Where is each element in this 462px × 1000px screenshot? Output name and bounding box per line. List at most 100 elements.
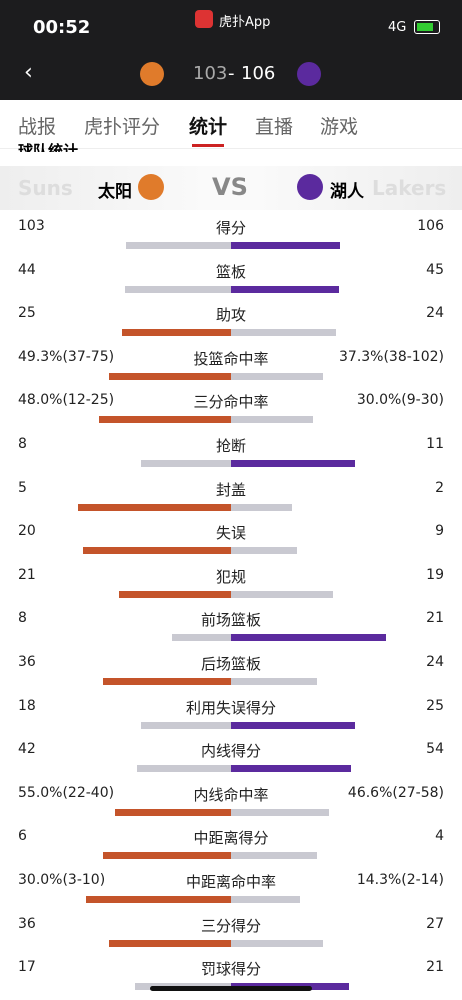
stat-label: 得分 (215, 219, 247, 237)
home-bar (121, 329, 231, 337)
away-value: 30.0%(9-30) (356, 392, 444, 409)
away-value: 19 (426, 566, 444, 583)
home-value: 55.0%(22-40) (18, 784, 115, 801)
home-logo (138, 174, 164, 200)
stat-label: 罚球得分 (200, 960, 262, 979)
away-value: 24 (426, 654, 444, 670)
home-value: 21 (18, 566, 36, 583)
away-value: 25 (426, 697, 444, 714)
home-cn: 太阳 (98, 182, 132, 202)
top-bar: 00:52 虎扑App 4G ‹ 103 - 106 (0, 0, 462, 100)
stat-label: 后场篮板 (200, 655, 262, 673)
away-bar (231, 329, 336, 337)
stat-label: 内线命中率 (193, 785, 269, 804)
away-bar (231, 460, 355, 467)
away-bar (231, 939, 323, 947)
home-bar (78, 503, 231, 511)
home-value: 18 (18, 697, 36, 714)
time: 00:52 (33, 17, 91, 38)
home-en: Suns (18, 176, 73, 200)
home-value: 103 (18, 218, 45, 234)
home-bar (118, 590, 231, 598)
stat-label: 犯规 (215, 567, 247, 586)
home-score: 103 (193, 63, 228, 84)
away-value: 2 (435, 479, 444, 496)
tab[interactable]: 虎扑评分 (84, 116, 161, 138)
tab[interactable]: 直播 (255, 116, 294, 138)
home-value: 36 (18, 654, 36, 670)
home-value: 8 (18, 436, 27, 452)
away-value: 11 (426, 436, 444, 452)
home-bar (102, 852, 231, 860)
network: 4G (388, 20, 407, 35)
away-logo (297, 62, 321, 86)
away-cn: 湖人 (330, 182, 364, 202)
home-logo (140, 62, 164, 86)
stat-label: 三分得分 (200, 916, 262, 935)
section-title: 球队统计 (18, 142, 79, 152)
away-bar (231, 852, 317, 860)
home-value: 6 (18, 828, 27, 845)
home-value: 49.3%(37-75) (18, 348, 115, 365)
home-value: 17 (18, 959, 36, 976)
home-bar (109, 372, 231, 380)
battery (414, 20, 440, 34)
home-bar (99, 416, 231, 424)
away-bar (231, 721, 356, 729)
home-bar (108, 939, 231, 947)
stat-label: 中距离命中率 (185, 873, 277, 891)
home-indicator (150, 986, 312, 991)
home-value: 5 (18, 479, 27, 496)
away-value: 46.6%(27-58) (347, 784, 444, 801)
home-value: 44 (18, 261, 36, 278)
stat-label: 投篮命中率 (193, 349, 269, 368)
tab-indicator (192, 144, 224, 147)
vs: VS (212, 173, 248, 201)
stat-label: 封盖 (215, 480, 247, 499)
stat-label: 抢断 (215, 437, 247, 455)
away-value: 27 (426, 915, 444, 932)
app-name: 虎扑App (219, 15, 271, 30)
away-value: 4 (435, 828, 444, 845)
home-bar (171, 634, 231, 642)
away-bar (231, 372, 324, 380)
away-bar (231, 416, 314, 424)
away-logo (297, 174, 323, 200)
stat-label: 内线得分 (200, 742, 262, 761)
home-value: 25 (18, 305, 36, 322)
home-bar (125, 285, 231, 293)
stat-label: 助攻 (215, 306, 247, 325)
home-bar (137, 765, 231, 773)
tab[interactable]: 统计 (189, 116, 228, 138)
stat-label: 篮板 (215, 262, 247, 281)
away-score: 106 (241, 63, 276, 84)
home-value: 42 (18, 741, 36, 758)
tab-bar: 战报 虎扑评分 统计 直播 游戏 (0, 100, 462, 149)
home-value: 8 (18, 610, 27, 627)
stat-label: 前场篮板 (200, 611, 262, 630)
home-bar (86, 896, 231, 903)
away-bar (231, 503, 293, 511)
team-banner: Suns 太阳 VS 湖人 Lakers (0, 166, 462, 210)
away-value: 21 (426, 959, 444, 976)
score-separator: - (228, 63, 235, 84)
away-bar (231, 634, 386, 642)
tab[interactable]: 游戏 (320, 116, 359, 138)
away-bar (231, 808, 330, 816)
home-value: 30.0%(3-10) (18, 872, 106, 888)
away-bar (231, 242, 340, 249)
tab[interactable]: 战报 (18, 116, 57, 138)
away-bar (231, 678, 317, 685)
away-bar (231, 590, 333, 598)
home-bar (115, 808, 231, 816)
away-en: Lakers (372, 176, 447, 200)
stat-label: 中距离得分 (193, 829, 269, 848)
away-value: 37.3%(38-102) (339, 348, 444, 365)
back-button[interactable]: ‹ (24, 60, 33, 85)
away-value: 45 (426, 261, 444, 278)
away-value: 106 (417, 218, 444, 234)
away-value: 14.3%(2-14) (356, 872, 444, 888)
app-icon (195, 10, 213, 28)
away-value: 54 (426, 741, 444, 758)
